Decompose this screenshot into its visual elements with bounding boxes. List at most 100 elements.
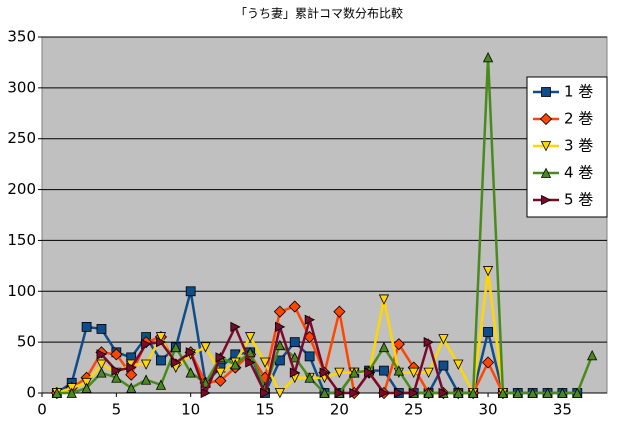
x-tick-label: 30 — [479, 401, 498, 419]
marker — [260, 387, 271, 399]
x-tick-label: 25 — [404, 401, 423, 419]
marker — [453, 387, 464, 398]
marker — [379, 387, 390, 399]
marker — [481, 356, 495, 369]
marker — [483, 327, 493, 337]
marker — [200, 387, 211, 399]
legend-label: 4 巻 — [564, 164, 593, 182]
x-tick-label: 5 — [112, 401, 122, 419]
marker — [289, 352, 300, 363]
marker — [245, 357, 256, 368]
marker — [438, 360, 449, 371]
marker — [245, 332, 256, 343]
legend-label: 2 巻 — [564, 110, 593, 128]
marker — [96, 349, 107, 360]
x-tick-label: 20 — [330, 401, 349, 419]
marker — [289, 337, 300, 348]
legend-label: 5 巻 — [564, 191, 593, 209]
marker — [334, 367, 345, 379]
marker — [541, 87, 551, 97]
marker — [304, 314, 316, 325]
marker — [423, 387, 434, 398]
marker — [96, 359, 107, 370]
plot-area — [41, 36, 608, 394]
marker — [542, 387, 553, 398]
marker — [586, 349, 598, 361]
marker — [393, 365, 404, 376]
marker — [349, 387, 360, 399]
y-tick-label: 300 — [7, 78, 36, 96]
marker — [497, 387, 509, 398]
marker — [482, 51, 494, 63]
marker — [81, 382, 92, 393]
y-tick-label: 100 — [7, 282, 36, 300]
marker — [214, 374, 227, 387]
marker — [289, 367, 301, 378]
marker — [230, 359, 241, 370]
marker — [185, 347, 197, 358]
marker — [408, 387, 420, 399]
marker — [274, 321, 286, 333]
marker — [111, 372, 122, 383]
y-tick-label: 200 — [7, 180, 36, 198]
marker — [126, 362, 137, 373]
marker — [66, 387, 77, 398]
marker — [527, 387, 538, 398]
chart-title: 「うち妻」累計コマ数分布比較 — [235, 6, 403, 21]
marker — [185, 367, 196, 378]
x-tick-label: 35 — [553, 401, 572, 419]
marker — [540, 167, 552, 178]
marker — [408, 367, 419, 379]
marker — [438, 334, 449, 345]
marker — [156, 336, 167, 348]
marker — [111, 365, 122, 376]
marker — [304, 351, 315, 362]
marker — [423, 367, 434, 379]
marker — [51, 387, 63, 398]
marker — [423, 336, 434, 348]
x-tick-label: 10 — [181, 401, 200, 419]
marker — [319, 367, 330, 378]
marker — [259, 357, 271, 368]
marker — [364, 367, 375, 378]
marker — [453, 359, 464, 370]
legend-label: 3 巻 — [564, 137, 593, 155]
marker — [539, 112, 553, 126]
marker — [200, 342, 211, 353]
legend-label: 1 巻 — [564, 83, 593, 101]
marker — [438, 387, 449, 399]
marker — [156, 355, 166, 366]
y-tick-label: 250 — [7, 129, 36, 147]
marker — [96, 367, 107, 378]
marker — [288, 300, 301, 313]
marker — [304, 372, 315, 383]
marker — [482, 266, 494, 277]
marker — [170, 357, 182, 368]
marker — [230, 321, 241, 333]
x-tick-label: 15 — [255, 401, 274, 419]
marker — [96, 324, 107, 334]
marker — [140, 374, 152, 385]
marker — [334, 387, 345, 399]
marker — [215, 352, 226, 363]
marker — [512, 387, 523, 398]
marker — [378, 341, 390, 353]
marker — [379, 365, 389, 376]
marker — [215, 367, 226, 379]
marker — [274, 388, 286, 399]
y-tick-label: 350 — [7, 28, 36, 46]
marker — [185, 286, 196, 297]
marker — [126, 382, 137, 393]
marker — [273, 305, 286, 318]
marker — [170, 341, 181, 353]
marker — [155, 379, 167, 390]
y-tick-label: 150 — [7, 231, 36, 249]
marker — [333, 305, 346, 318]
y-tick-label: 0 — [26, 384, 36, 402]
marker — [468, 387, 479, 398]
marker — [155, 332, 167, 343]
marker — [540, 141, 552, 152]
marker — [393, 387, 405, 399]
marker — [557, 387, 568, 398]
